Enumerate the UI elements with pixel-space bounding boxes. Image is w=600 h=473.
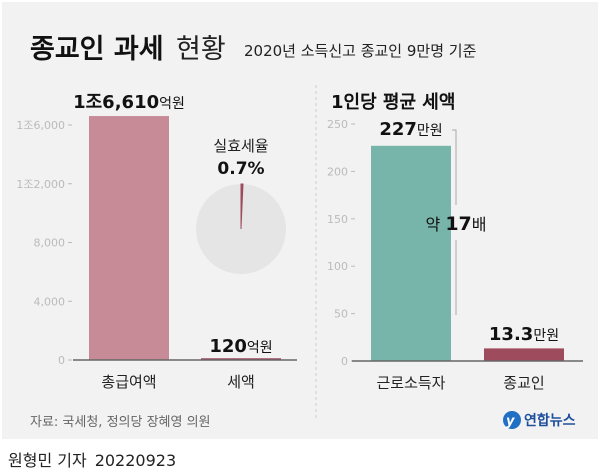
pie-value-label: 0.7% — [217, 159, 264, 179]
ratio-annotation: 약 17배 — [426, 213, 487, 235]
date: 20220923 — [94, 451, 177, 470]
reporter: 원형민 기자 — [8, 451, 87, 470]
bar-value-label: 13.3만원 — [489, 324, 559, 345]
category-label: 세액 — [227, 373, 255, 391]
pie-slice-tax — [240, 183, 244, 230]
bar — [371, 145, 451, 361]
pie-title: 실효세율 — [213, 137, 268, 155]
bar-value-label: 1조6,610억원 — [73, 92, 185, 113]
y-tick-label: 0 — [341, 355, 348, 368]
title-light: 현황 — [176, 34, 226, 65]
y-tick-label: 100 — [327, 260, 348, 273]
y-tick-label: 50 — [334, 308, 348, 321]
y-tick-label: 200 — [327, 165, 348, 178]
comparison-bracket — [452, 129, 457, 315]
y-tick-label: 150 — [327, 213, 348, 226]
y-tick-label: 1조6,000 — [16, 119, 65, 132]
y-tick-label: 4,000 — [34, 295, 66, 308]
y-tick-label: 250 — [327, 118, 348, 131]
bar — [484, 348, 564, 361]
credit: 원형민 기자 20220923 — [8, 447, 184, 471]
y-tick-label: 1조2,000 — [16, 178, 65, 191]
yonhap-logo: y 연합뉴스 — [503, 411, 576, 429]
category-label: 근로소득자 — [376, 374, 445, 392]
y-tick-label: 0 — [58, 354, 65, 367]
category-label: 종교인 — [503, 374, 544, 392]
svg-text:y: y — [506, 414, 515, 429]
logo-text: 연합뉴스 — [524, 412, 576, 429]
source: 자료: 국세청, 정의당 장혜영 의원 — [30, 415, 211, 430]
right-chart-title: 1인당 평균 세액 — [331, 92, 455, 113]
bar — [89, 116, 169, 361]
bar — [201, 358, 281, 360]
category-label: 총급여액 — [101, 373, 156, 391]
bar-value-label: 120억원 — [209, 336, 272, 357]
bar-value-label: 227만원 — [379, 119, 442, 140]
title: 종교인 과세 — [30, 34, 164, 65]
subtitle: 2020년 소득신고 종교인 9만명 기준 — [244, 42, 477, 60]
y-tick-label: 8,000 — [34, 237, 66, 250]
pie-chart: 실효세율 0.7% — [196, 137, 286, 274]
